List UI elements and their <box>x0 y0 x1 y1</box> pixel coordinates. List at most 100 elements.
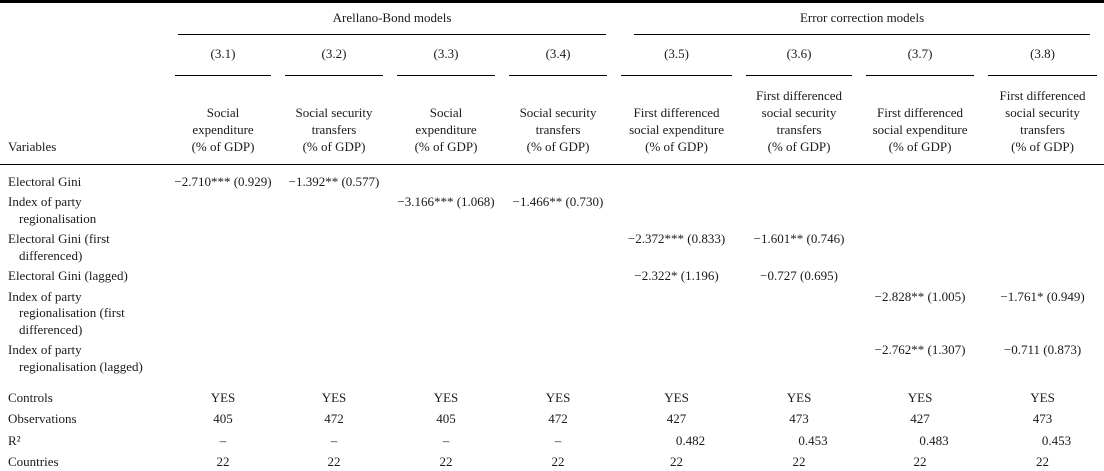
table-row-index-party-regionalisation-lagged: Index of party regionalisation (lagged) −… <box>0 340 1104 377</box>
table-cell: – <box>554 432 562 448</box>
table-cell <box>278 192 390 229</box>
table-cell: −1.761* (0.949) <box>1000 288 1085 304</box>
table-cell <box>278 229 390 266</box>
table-cell <box>278 340 390 377</box>
table-cell: −1.601** (0.746) <box>753 231 845 247</box>
table-cell <box>859 266 981 287</box>
table-row-controls: Controls YES YES YES YES YES YES YES YES <box>0 387 1104 409</box>
table-cell <box>502 287 614 341</box>
table-cell: −2.710*** (0.929) <box>174 173 272 189</box>
table-cell: 0.453 <box>798 432 828 448</box>
model-number-3-8: (3.8) <box>981 35 1104 76</box>
variables-label: Variables <box>0 76 168 165</box>
table-cell <box>739 340 859 377</box>
table-cell: −0.727 (0.695) <box>760 268 838 284</box>
table-cell: – <box>442 432 450 448</box>
table-cell: 22 <box>216 454 230 470</box>
table-cell: YES <box>1030 389 1055 405</box>
table-cell <box>502 266 614 287</box>
table-cell: YES <box>545 389 571 405</box>
model-number-3-2: (3.2) <box>278 35 390 76</box>
table-cell <box>390 287 502 341</box>
table-cell: 473 <box>1032 411 1053 427</box>
table-cell <box>390 266 502 287</box>
table-cell <box>739 164 859 192</box>
spacer-row <box>0 377 1104 387</box>
group-header-error-correction: Error correction models <box>614 2 1104 35</box>
table-cell <box>168 229 278 266</box>
model-number-3-6: (3.6) <box>739 35 859 76</box>
table-cell: – <box>330 432 338 448</box>
model-number-3-7: (3.7) <box>859 35 981 76</box>
column-header: Social expenditure (% of GDP) <box>168 76 278 165</box>
table-cell <box>981 164 1104 192</box>
table-cell: 427 <box>910 411 930 427</box>
table-cell <box>859 164 981 192</box>
row-label: Electoral Gini <box>8 173 82 189</box>
table-row-countries: Countries 22 22 22 22 22 22 22 22 <box>0 452 1104 471</box>
column-header: Social security transfers (% of GDP) <box>502 76 615 165</box>
model-group-row: Arellano-Bond models Error correction mo… <box>0 2 1104 35</box>
table-cell <box>981 229 1104 266</box>
table-cell <box>614 192 739 229</box>
column-header: First differenced social expenditure (% of… <box>859 76 982 165</box>
model-number-3-1: (3.1) <box>168 35 278 76</box>
table-cell: −0.711 (0.873) <box>1003 342 1082 358</box>
table-cell: YES <box>321 389 347 405</box>
model-number-3-3: (3.3) <box>390 35 502 76</box>
table-cell: 473 <box>789 411 809 427</box>
table-cell: −2.762** (1.307) <box>874 342 966 358</box>
row-label: R² <box>8 432 21 448</box>
table-cell: −2.372*** (0.833) <box>627 231 726 247</box>
group-header-label: Error correction models <box>634 3 1091 35</box>
table-cell: 22 <box>670 454 684 470</box>
row-label: Index of party regionalisation (lagged) <box>8 342 143 374</box>
table-row-index-party-regionalisation-first-differenced: Index of party regionalisation (first diff… <box>0 287 1104 341</box>
model-number-3-4: (3.4) <box>502 35 614 76</box>
column-header: First differenced social security transfer… <box>739 76 860 165</box>
table-cell: 22 <box>439 454 453 470</box>
column-header: First differenced social expenditure (% of… <box>614 76 740 165</box>
table-cell: 22 <box>913 454 927 470</box>
group-header-arellano-bond: Arellano-Bond models <box>168 2 614 35</box>
table-cell: YES <box>664 389 689 405</box>
model-number-row: (3.1) (3.2) (3.3) (3.4) (3.5) (3.6) (3.7… <box>0 35 1104 76</box>
table-cell <box>168 287 278 341</box>
table-cell <box>390 229 502 266</box>
table-cell: 472 <box>324 411 344 427</box>
table-cell: −1.392** (0.577) <box>288 173 380 189</box>
table-cell <box>502 164 614 192</box>
table-cell: 22 <box>327 454 341 470</box>
table-cell: 0.483 <box>919 432 949 448</box>
table-cell: YES <box>907 389 933 405</box>
table-cell: −2.322* (1.196) <box>634 268 719 284</box>
table-row-observations: Observations 405 472 405 472 427 473 427… <box>0 409 1104 431</box>
table-cell <box>502 340 614 377</box>
table-cell <box>278 287 390 341</box>
table-row-electoral-gini-lagged: Electoral Gini (lagged) −2.322* (1.196) … <box>0 266 1104 287</box>
column-header-row: Variables Social expenditure (% of GDP) So… <box>0 76 1104 165</box>
model-number-3-5: (3.5) <box>614 35 739 76</box>
table-row-r-squared: R² – – – – 0.482 0.453 0.483 0.453 <box>0 430 1104 452</box>
row-label: Controls <box>8 389 53 405</box>
table-cell: −1.466** (0.730) <box>512 194 604 210</box>
table-cell <box>614 340 739 377</box>
table-cell: YES <box>786 389 812 405</box>
table-cell: 22 <box>551 454 565 470</box>
table-row-electoral-gini-first-differenced: Electoral Gini (first differenced) −2.372… <box>0 229 1104 266</box>
table-cell <box>614 164 739 192</box>
column-header: Social expenditure (% of GDP) <box>390 76 502 165</box>
table-cell: 22 <box>792 454 806 470</box>
row-label: Countries <box>8 454 59 470</box>
table-row-electoral-gini: Electoral Gini −2.710*** (0.929) −1.392*… <box>0 164 1104 192</box>
table-cell <box>168 340 278 377</box>
row-label: Electoral Gini (lagged) <box>8 268 128 284</box>
table-cell: 472 <box>548 411 568 427</box>
table-row-index-party-regionalisation: Index of party regionalisation −3.166*** … <box>0 192 1104 229</box>
table-cell: 405 <box>436 411 456 427</box>
table-cell <box>859 192 981 229</box>
row-label: Index of party regionalisation (first diff… <box>8 288 125 337</box>
table-cell: −3.166*** (1.068) <box>397 194 495 210</box>
table-cell <box>278 266 390 287</box>
table-cell <box>981 192 1104 229</box>
